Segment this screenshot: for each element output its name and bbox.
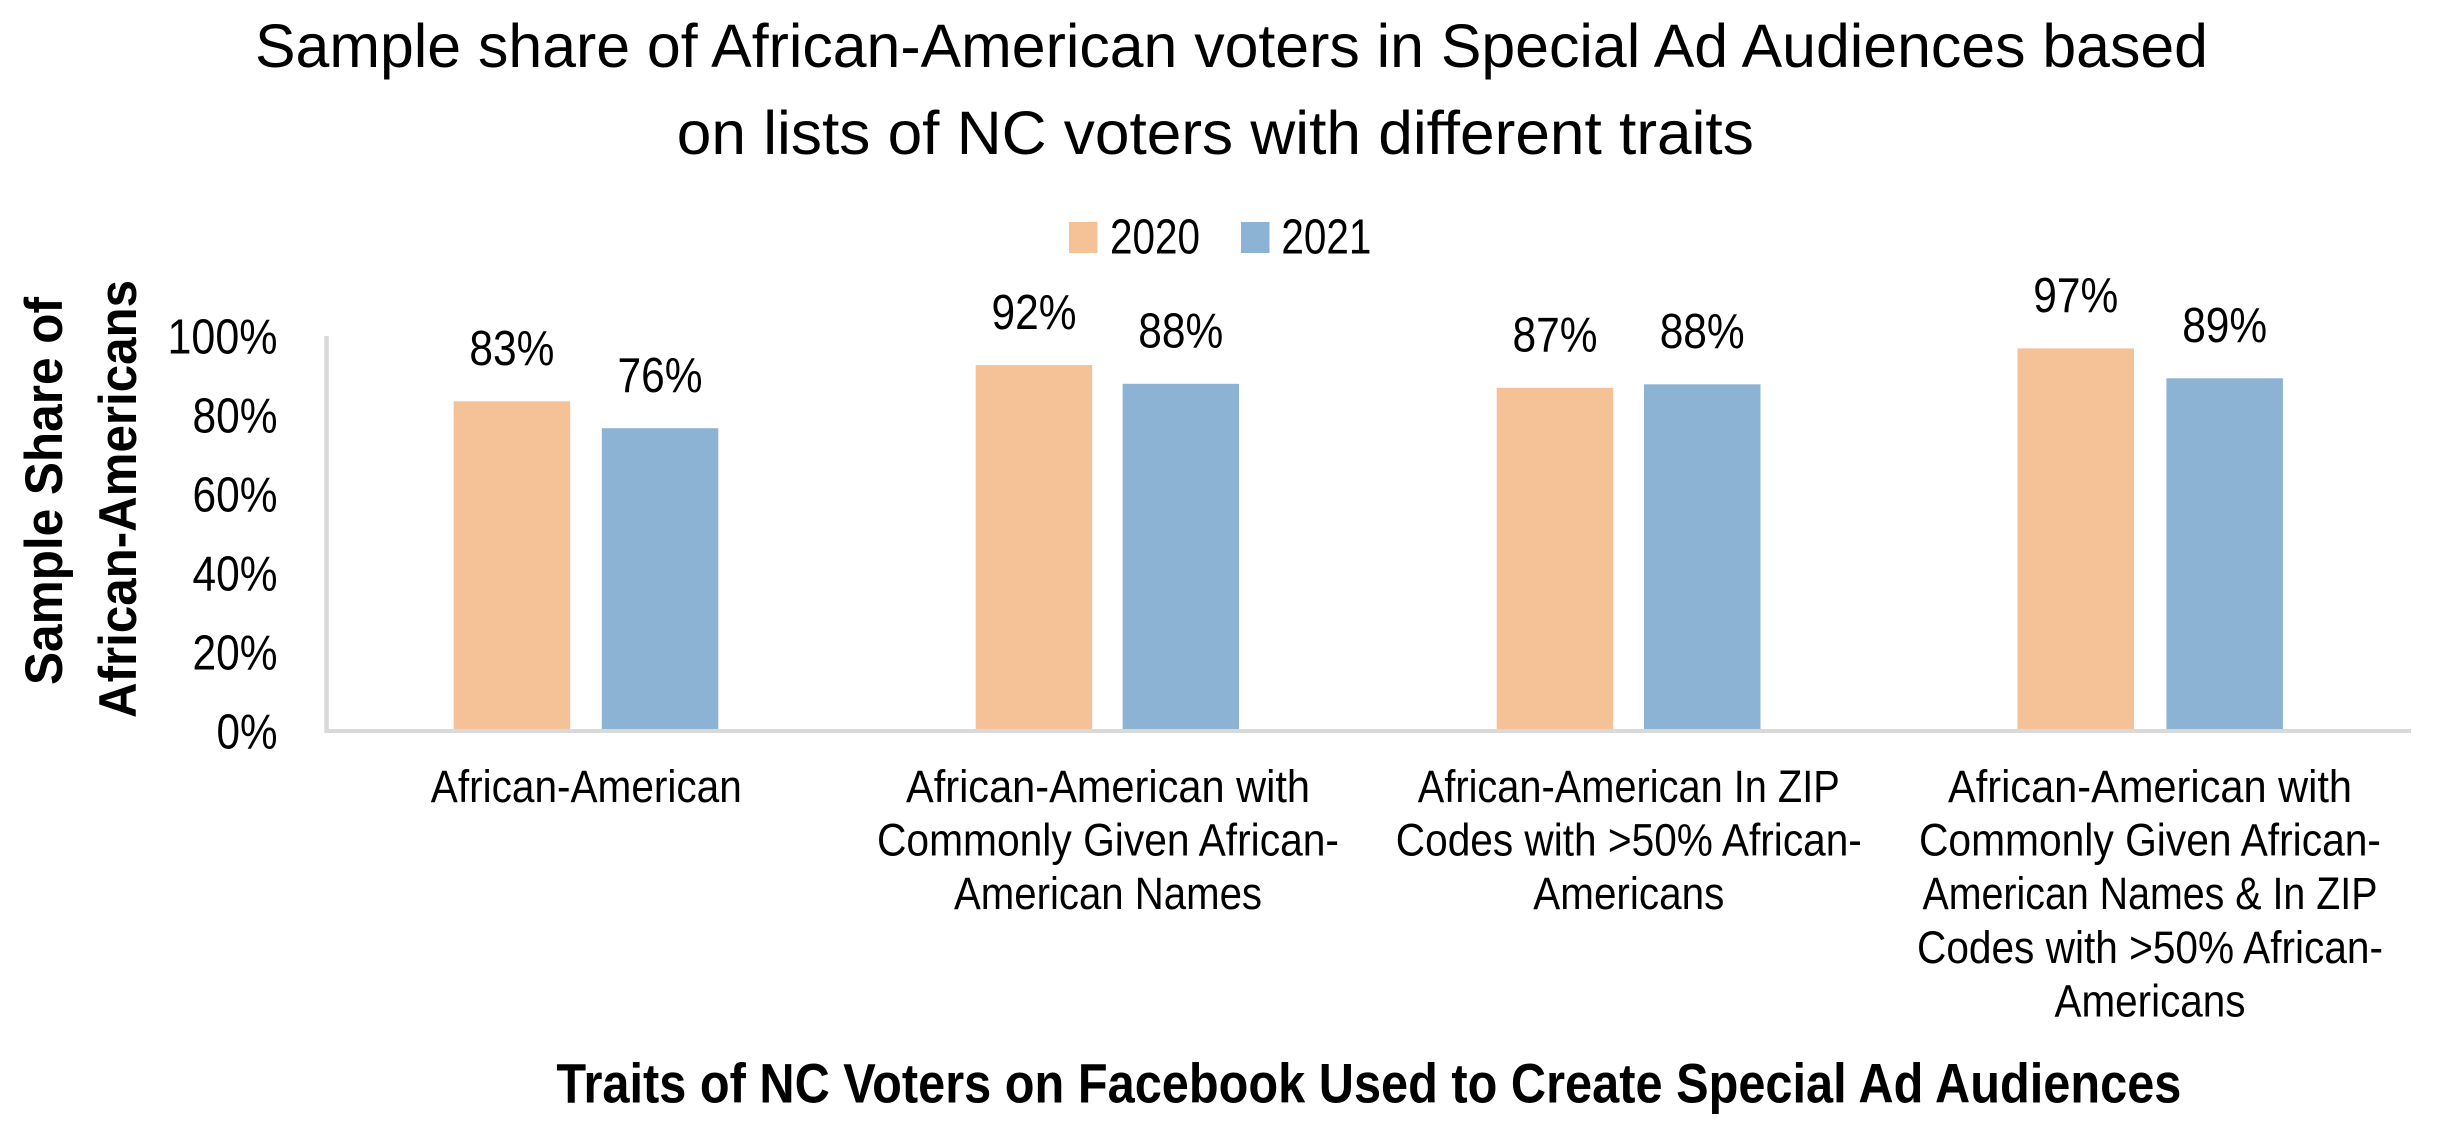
svg-text:87%: 87% — [1513, 308, 1598, 363]
svg-text:Americans: Americans — [1533, 868, 1724, 919]
svg-text:60%: 60% — [193, 468, 278, 523]
svg-text:Americans: Americans — [2055, 975, 2246, 1026]
svg-text:African-American: African-American — [431, 761, 742, 812]
svg-text:88%: 88% — [1660, 304, 1745, 359]
svg-text:92%: 92% — [992, 285, 1077, 340]
svg-text:97%: 97% — [2033, 268, 2118, 323]
svg-text:African-Americans: African-Americans — [89, 280, 148, 718]
svg-text:88%: 88% — [1138, 304, 1223, 359]
svg-text:80%: 80% — [193, 389, 278, 444]
svg-text:African-American In ZIP: African-American In ZIP — [1418, 761, 1840, 812]
svg-text:African-American with: African-American with — [1948, 761, 2352, 812]
svg-text:African-American with: African-American with — [906, 761, 1310, 812]
svg-text:American Names: American Names — [954, 868, 1262, 919]
svg-text:76%: 76% — [618, 348, 703, 403]
svg-text:American Names & In ZIP: American Names & In ZIP — [1923, 868, 2378, 919]
svg-text:83%: 83% — [469, 321, 554, 376]
svg-text:89%: 89% — [2182, 298, 2267, 353]
svg-text:0%: 0% — [217, 705, 278, 760]
svg-text:on lists of NC voters with dif: on lists of NC voters with different tra… — [677, 99, 1754, 167]
svg-text:Traits of NC Voters on Faceboo: Traits of NC Voters on Facebook Used to … — [556, 1052, 2181, 1114]
svg-text:Commonly Given African-: Commonly Given African- — [1919, 815, 2381, 866]
svg-text:Codes with >50% African-: Codes with >50% African- — [1396, 815, 1862, 866]
svg-text:Sample share of African-Americ: Sample share of African-American voters … — [255, 12, 2208, 80]
svg-text:2020: 2020 — [1110, 210, 1200, 265]
svg-text:Codes with >50% African-: Codes with >50% African- — [1917, 922, 2383, 973]
svg-text:100%: 100% — [168, 310, 278, 365]
svg-text:40%: 40% — [193, 547, 278, 602]
svg-text:Commonly Given African-: Commonly Given African- — [877, 815, 1339, 866]
svg-text:2021: 2021 — [1281, 210, 1371, 265]
svg-text:Sample Share of: Sample Share of — [15, 297, 74, 685]
svg-text:20%: 20% — [193, 626, 278, 681]
